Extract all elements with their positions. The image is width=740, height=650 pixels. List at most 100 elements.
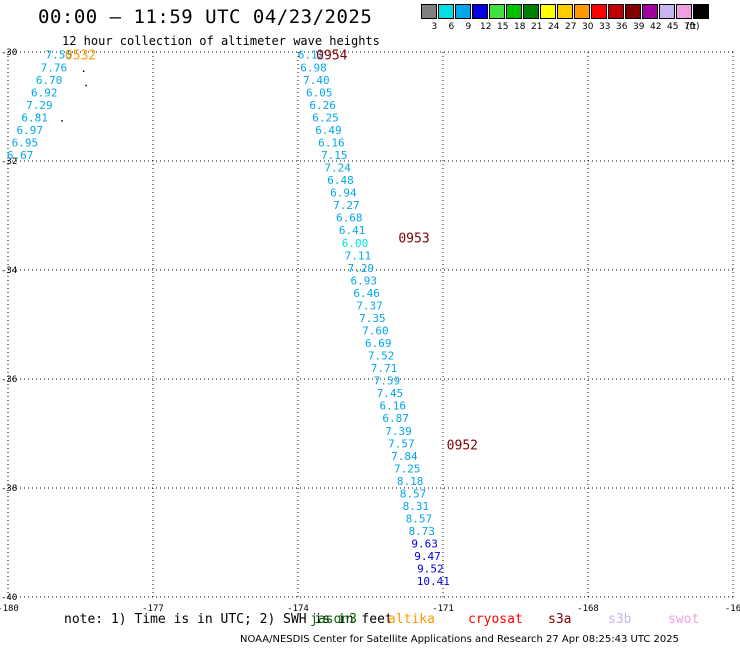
color-scale-label: 30 — [582, 22, 594, 32]
y-tick-label: -38 — [1, 484, 17, 494]
satellite-legend-swot: swot — [668, 612, 700, 627]
x-tick-label: -171 — [432, 604, 454, 614]
swh-value: 8.57 — [400, 487, 427, 500]
swh-value: 7.52 — [368, 350, 395, 363]
satellite-legend-s3a: s3a — [548, 612, 572, 627]
color-swatch — [421, 4, 437, 19]
color-scale-label: 36 — [616, 22, 628, 32]
color-swatch — [693, 4, 709, 19]
color-swatch — [625, 4, 641, 19]
swh-value: 6.12 — [298, 49, 325, 62]
swh-value: 6.49 — [315, 124, 342, 137]
color-scale-label: 6 — [448, 22, 455, 32]
swh-value: 7.24 — [324, 162, 351, 175]
swh-value: 6.16 — [318, 136, 345, 149]
swh-value: 8.73 — [408, 525, 435, 538]
swh-value: 8.57 — [406, 513, 433, 526]
swh-value: 7.55 — [46, 49, 73, 62]
satellite-legend-altika: altika — [388, 612, 435, 627]
swh-value: 6.67 — [7, 149, 34, 162]
color-scale-label: 18 — [514, 22, 526, 32]
swh-value: 7.57 — [388, 437, 415, 450]
color-scale-label: 3 — [431, 22, 438, 32]
color-scale-label: 70 — [684, 22, 696, 32]
color-scale-label: 42 — [650, 22, 662, 32]
swh-value: 7.76 — [41, 61, 68, 74]
swh-value: 7.25 — [394, 462, 421, 475]
pass-label: 0532 — [65, 49, 96, 64]
swh-value: 6.26 — [309, 99, 336, 112]
swh-value: 8.31 — [403, 500, 430, 513]
satellite-legend-s3b: s3b — [608, 612, 632, 627]
x-tick-label: -174 — [287, 604, 309, 614]
color-scale-label: 24 — [548, 22, 560, 32]
swh-value: 7.39 — [385, 425, 412, 438]
swh-value: 6.68 — [336, 212, 363, 225]
chart-subtitle: 12 hour collection of altimeter wave hei… — [62, 34, 380, 48]
swh-value: 7.60 — [362, 324, 389, 337]
swh-value: 6.16 — [379, 400, 406, 413]
swh-value: 6.69 — [365, 337, 392, 350]
swh-value: 9.47 — [414, 550, 441, 563]
swh-value: 7.45 — [377, 387, 404, 400]
track-marker — [85, 84, 87, 87]
swh-value: 7.29 — [26, 99, 53, 112]
swh-value: 6.41 — [339, 224, 366, 237]
satellite-legend-cryosat: cryosat — [468, 612, 523, 627]
swh-value: 6.46 — [353, 287, 380, 300]
y-tick-label: -40 — [1, 593, 17, 603]
footnote: note: 1) Time is in UTC; 2) SWH is in fe… — [64, 612, 393, 627]
color-swatch — [540, 4, 556, 19]
color-swatch — [506, 4, 522, 19]
pass-label: 0954 — [316, 49, 347, 64]
swh-value: 7.27 — [333, 199, 360, 212]
color-swatch — [438, 4, 454, 19]
swh-value: 6.00 — [342, 237, 369, 250]
swh-value: 6.87 — [382, 412, 409, 425]
swh-value: 6.92 — [31, 86, 58, 99]
color-swatch — [574, 4, 590, 19]
swh-value: 7.29 — [348, 262, 375, 275]
color-swatch — [455, 4, 471, 19]
track-marker — [82, 70, 85, 73]
color-swatch — [557, 4, 573, 19]
swh-value: 6.95 — [12, 136, 39, 149]
swh-value: 7.71 — [371, 362, 398, 375]
color-swatch — [591, 4, 607, 19]
x-tick-label: -180 — [0, 604, 19, 614]
y-tick-label: -34 — [1, 266, 17, 276]
satellite-legend: jason3 altika cryosat s3a s3b swot — [0, 612, 740, 630]
y-tick-label: -32 — [1, 157, 17, 167]
swh-value: 8.18 — [397, 475, 424, 488]
swh-value: 7.15 — [321, 149, 348, 162]
color-scale-unit: (ft) — [686, 22, 700, 32]
color-scale-label: 9 — [465, 22, 472, 32]
color-swatch — [676, 4, 692, 19]
pass-label: 0953 — [398, 231, 429, 246]
track-marker — [61, 120, 63, 122]
swh-value: 6.94 — [330, 187, 357, 200]
color-scale-label: 21 — [531, 22, 543, 32]
swh-value: 6.81 — [21, 111, 48, 124]
color-swatch — [472, 4, 488, 19]
swh-value: 7.59 — [374, 375, 401, 388]
color-swatch — [642, 4, 658, 19]
pass-label: 0952 — [447, 438, 478, 453]
color-swatch — [489, 4, 505, 19]
x-tick-label: -168 — [577, 604, 599, 614]
credit-footer: NOAA/NESDIS Center for Satellite Applica… — [240, 634, 679, 645]
swh-value: 9.52 — [417, 563, 444, 576]
swh-value: 10.41 — [417, 575, 450, 588]
y-tick-label: -36 — [1, 375, 17, 385]
swh-value: 6.48 — [327, 174, 354, 187]
x-tick-label: -16 — [725, 604, 740, 614]
color-swatch — [523, 4, 539, 19]
chart-title: 00:00 – 11:59 UTC 04/23/2025 — [38, 6, 373, 28]
swh-value: 6.93 — [350, 274, 377, 287]
color-scale-label: 39 — [633, 22, 645, 32]
swh-value: 7.84 — [391, 450, 418, 463]
color-scale-label: 27 — [565, 22, 577, 32]
swh-value: 7.37 — [356, 299, 383, 312]
y-tick-label: -30 — [1, 48, 17, 58]
